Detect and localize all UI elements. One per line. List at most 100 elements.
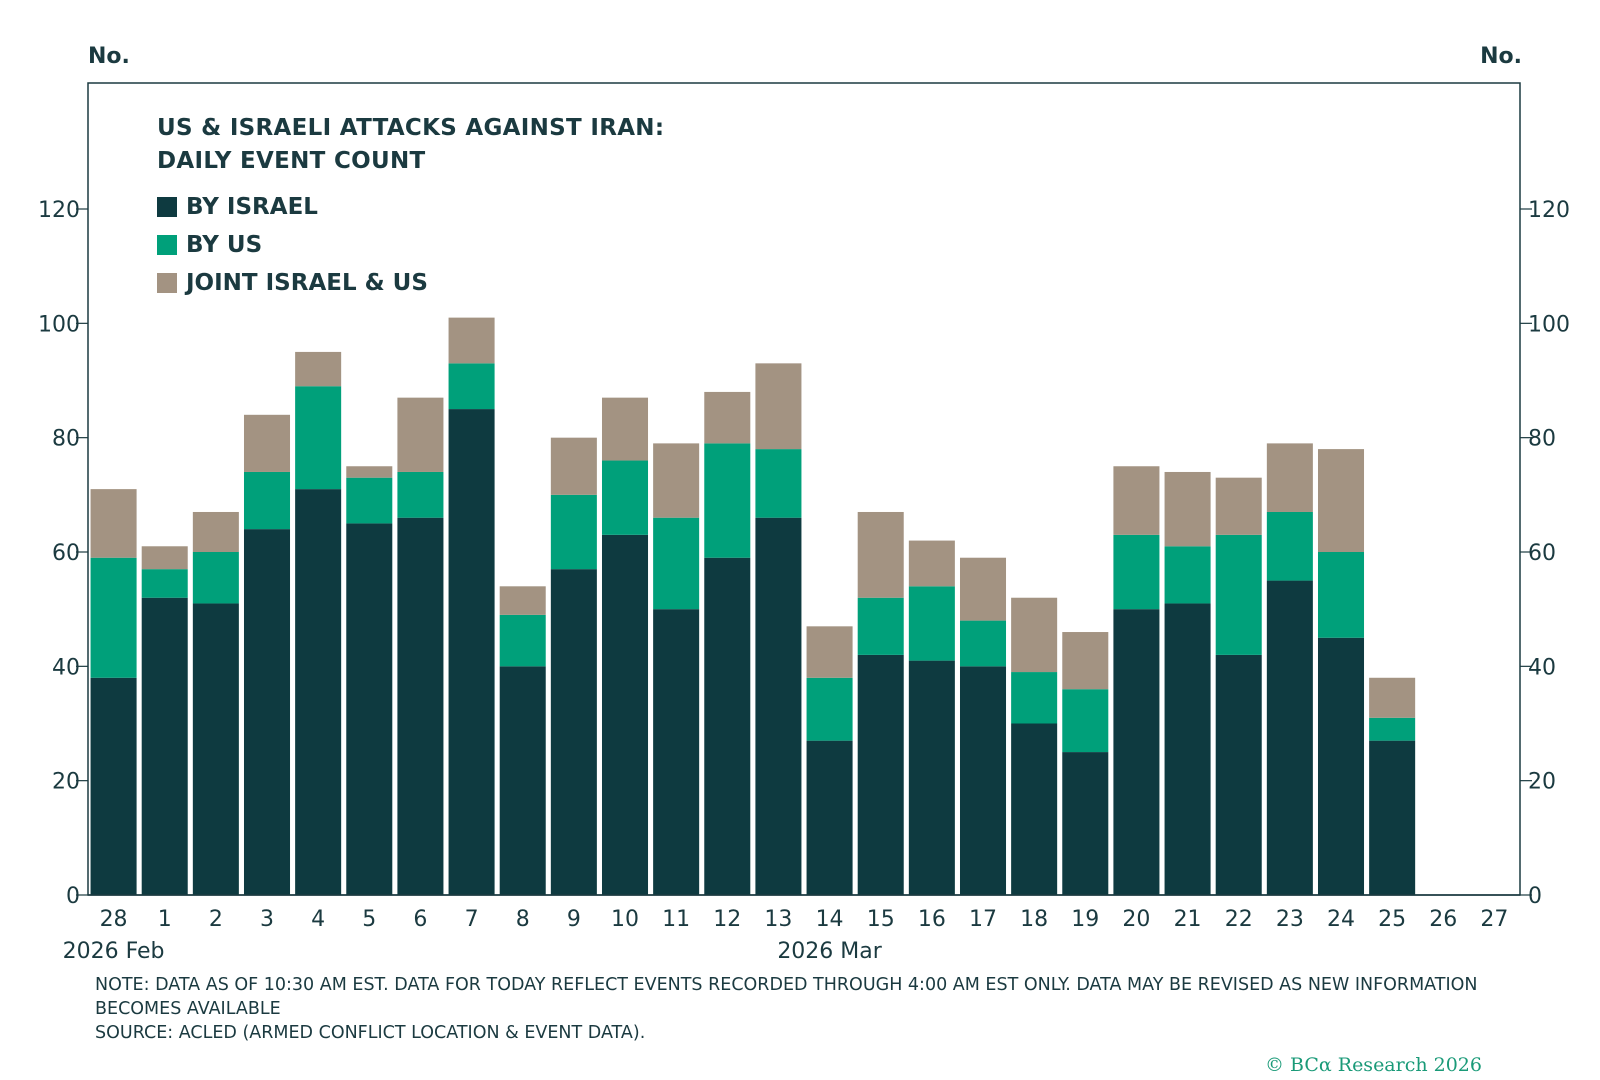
bar-by-israel-mar-25: [1369, 740, 1416, 895]
bar-by-israel-mar-3: [243, 529, 291, 895]
bars-layer: [88, 317, 1520, 896]
bar-by-us-mar-9: [550, 494, 597, 570]
x-tick-label-mar-26: 26: [1429, 907, 1457, 932]
bar-joint-israel-us-mar-7: [448, 317, 495, 364]
x-tick-label-feb-28: 28: [100, 907, 128, 932]
bar-by-us-mar-5: [346, 477, 393, 524]
bar-by-israel-mar-2: [192, 603, 239, 895]
footnote: NOTE: DATA AS OF 10:30 AM EST. DATA FOR …: [95, 973, 1515, 1045]
bar-by-us-mar-15: [857, 597, 904, 655]
bar-by-israel-mar-9: [550, 569, 597, 895]
bar-by-us-mar-13: [755, 449, 802, 518]
bar-by-israel-mar-6: [397, 517, 444, 895]
legend: BY ISRAEL BY US JOINT ISRAEL & US: [157, 188, 428, 302]
bar-by-israel-mar-4: [295, 489, 342, 895]
bar-by-israel-mar-8: [499, 666, 546, 895]
x-tick-label-mar-21: 21: [1174, 907, 1202, 932]
bar-by-us-mar-16: [908, 586, 955, 661]
x-tick-label-mar-8: 8: [516, 907, 530, 932]
bar-by-us-mar-25: [1369, 717, 1416, 741]
footnote-note: NOTE: DATA AS OF 10:30 AM EST. DATA FOR …: [95, 975, 1478, 1019]
x-tick-label-mar-16: 16: [918, 907, 946, 932]
y-ticks-layer: 0 0 20 20 40 40 60 60 80 80 100 100 120 120: [38, 198, 1570, 909]
bar-by-us-mar-1: [141, 569, 188, 598]
bar-by-israel-mar-14: [806, 740, 853, 895]
bar-joint-israel-us-mar-9: [550, 437, 597, 495]
y-axis-unit-right: No.: [1480, 44, 1522, 69]
x-tick-label-mar-5: 5: [362, 907, 376, 932]
bar-joint-israel-us-mar-3: [243, 414, 291, 472]
bar-by-us-mar-20: [1113, 534, 1160, 610]
bar-joint-israel-us-mar-10: [601, 397, 649, 461]
bar-joint-israel-us-mar-1: [141, 546, 188, 570]
legend-label-israel: BY ISRAEL: [186, 194, 318, 220]
bar-by-us-mar-14: [806, 677, 853, 741]
bar-joint-israel-us-mar-15: [857, 511, 904, 598]
period-label-2026-feb: 2026 Feb: [63, 939, 165, 964]
y-tick-label-left-0: 0: [66, 884, 80, 909]
bar-by-us-mar-4: [295, 386, 342, 490]
bar-joint-israel-us-mar-19: [1062, 632, 1109, 690]
footnote-source: SOURCE: ACLED (ARMED CONFLICT LOCATION &…: [95, 1023, 646, 1043]
y-axis-unit-left: No.: [88, 44, 130, 69]
bar-joint-israel-us-mar-2: [192, 511, 239, 552]
legend-item-joint: JOINT ISRAEL & US: [157, 264, 428, 302]
y-tick-label-left-20: 20: [52, 770, 80, 795]
bar-by-israel-mar-22: [1215, 654, 1262, 895]
legend-item-israel: BY ISRAEL: [157, 188, 428, 226]
bar-by-us-mar-17: [959, 620, 1007, 667]
y-tick-label-right-100: 100: [1528, 312, 1570, 337]
bar-by-israel-mar-18: [1011, 723, 1058, 895]
bar-by-us-mar-19: [1062, 689, 1109, 753]
x-tick-label-mar-24: 24: [1327, 907, 1355, 932]
bar-by-israel-mar-13: [755, 517, 802, 895]
x-tick-label-mar-11: 11: [662, 907, 690, 932]
bar-joint-israel-us-mar-13: [755, 363, 802, 450]
bar-by-israel-mar-10: [601, 534, 649, 895]
bar-joint-israel-us-mar-25: [1369, 677, 1416, 718]
bar-joint-israel-us-mar-24: [1317, 449, 1365, 552]
x-tick-label-mar-6: 6: [413, 907, 427, 932]
y-tick-label-right-60: 60: [1528, 541, 1556, 566]
x-tick-label-mar-18: 18: [1020, 907, 1048, 932]
bar-joint-israel-us-mar-4: [295, 351, 342, 387]
y-tick-label-right-120: 120: [1528, 198, 1570, 223]
y-tick-label-left-80: 80: [52, 427, 80, 452]
bar-by-us-mar-10: [601, 460, 649, 535]
bar-joint-israel-us-mar-23: [1266, 443, 1313, 512]
bar-by-israel-mar-15: [857, 654, 904, 895]
x-tick-label-mar-22: 22: [1225, 907, 1253, 932]
x-tick-label-mar-15: 15: [867, 907, 895, 932]
bar-joint-israel-us-mar-20: [1113, 466, 1160, 535]
bar-by-israel-feb-28: [90, 677, 137, 895]
bar-joint-israel-us-mar-8: [499, 586, 546, 615]
x-tick-label-mar-3: 3: [260, 907, 274, 932]
y-tick-label-left-40: 40: [52, 655, 80, 680]
legend-label-joint: JOINT ISRAEL & US: [186, 270, 428, 296]
legend-label-us: BY US: [186, 232, 263, 258]
legend-swatch-joint: [157, 273, 177, 293]
bar-joint-israel-us-mar-16: [908, 540, 955, 587]
bar-by-us-mar-6: [397, 471, 444, 518]
x-tick-label-mar-25: 25: [1378, 907, 1406, 932]
bar-by-us-feb-28: [90, 557, 137, 678]
bar-by-us-mar-18: [1011, 672, 1058, 724]
bar-joint-israel-us-mar-21: [1164, 471, 1211, 547]
bar-joint-israel-us-mar-14: [806, 626, 853, 678]
bar-by-israel-mar-24: [1317, 637, 1365, 895]
x-tick-label-mar-7: 7: [465, 907, 479, 932]
y-tick-label-right-40: 40: [1528, 655, 1556, 680]
bar-by-israel-mar-16: [908, 660, 955, 895]
x-tick-label-mar-17: 17: [969, 907, 997, 932]
bar-joint-israel-us-mar-18: [1011, 597, 1058, 673]
bar-by-israel-mar-20: [1113, 609, 1160, 895]
bar-by-us-mar-2: [192, 552, 239, 604]
x-tick-label-mar-2: 2: [209, 907, 223, 932]
x-tick-label-mar-27: 27: [1480, 907, 1508, 932]
x-tick-label-mar-13: 13: [764, 907, 792, 932]
bar-by-us-mar-11: [653, 517, 700, 610]
bar-joint-israel-us-mar-17: [959, 557, 1007, 621]
y-tick-label-right-80: 80: [1528, 427, 1556, 452]
bar-joint-israel-us-mar-12: [704, 391, 751, 444]
